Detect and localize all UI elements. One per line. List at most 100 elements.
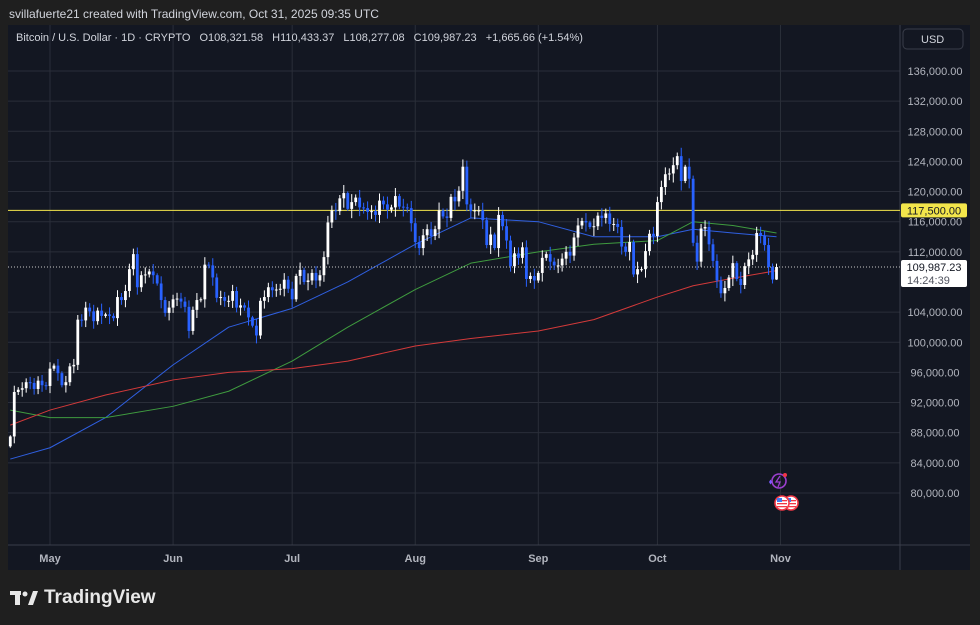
candle-body [163,300,167,313]
candle-body [723,288,727,294]
candle [469,198,473,218]
candle [386,196,389,219]
lightning-event-icon[interactable] [769,473,787,489]
candle [667,168,671,181]
candle [64,375,68,393]
candle-body [286,279,290,289]
candle-body [429,229,433,237]
candle-body [433,229,437,237]
candle-body [564,251,568,259]
candle-body [501,214,504,227]
candle [100,303,104,324]
candle-body [195,300,199,310]
candle-body [652,233,655,237]
candle [231,284,235,308]
y-tick-label: 136,000.00 [907,66,962,78]
candle-body [620,226,624,247]
candle-body [112,315,115,319]
candle [513,247,516,274]
candle [548,246,552,271]
candle-body [517,253,520,258]
y-tick-label: 88,000.00 [911,428,960,440]
candle-body [330,210,334,223]
candle-body [124,291,127,301]
candle-body [405,207,409,209]
last-price-label [901,260,967,288]
candle [441,208,445,219]
candle-body [608,213,612,224]
candle [433,225,437,241]
candle-body [88,307,92,312]
candle [461,159,465,200]
candle-body [568,251,572,256]
ohlc-close: C109,987.23 [413,32,477,44]
candle [652,226,655,245]
candle-body [449,196,453,218]
candle [179,292,183,309]
candle [493,232,497,251]
candle-body [20,388,24,390]
candle-body [219,297,223,299]
candle [763,231,766,251]
candle-body [441,210,445,217]
candle-body [596,215,600,227]
candle [175,292,179,307]
candle [648,229,651,256]
candle [56,359,60,381]
candle [671,157,675,183]
x-tick-label: Jun [163,553,183,565]
candle [382,196,385,210]
us-flag-event-icon[interactable] [774,495,790,511]
candle-body [592,226,596,228]
candle [703,220,707,237]
candle [143,267,147,284]
candle [247,300,250,326]
candle [262,290,266,309]
symbol-legend: Bitcoin / U.S. Dollar · 1D · CRYPTO O108… [16,32,589,44]
y-tick-label: 92,000.00 [911,398,960,410]
candle-body [56,365,60,374]
candle [457,186,461,207]
candle [215,273,219,303]
candle [477,205,481,216]
candle-body [473,210,477,212]
candle-body [636,269,639,275]
candle-body [155,275,159,284]
candle-body [628,242,632,252]
candle [354,194,358,206]
candle-body [191,309,195,331]
candle-body [262,297,266,301]
candle-body [36,380,40,389]
candle-body [278,288,282,290]
candle [465,160,469,212]
candle-body [40,380,44,386]
candle [572,233,576,261]
candle-body [675,156,679,166]
candle-body [560,258,564,266]
candle-body [68,366,72,383]
candle [155,273,159,286]
candle-body [437,210,441,230]
candle-body [282,279,286,289]
candle-body [294,275,298,300]
candle [679,147,683,191]
candle-body [374,211,377,215]
candle-body [108,314,111,316]
candle [326,215,330,265]
candle-body [656,202,659,237]
candle [36,376,40,395]
currency-button[interactable] [902,28,964,50]
candle-body [167,307,171,313]
candle [342,185,346,208]
grid [8,25,900,545]
candle [116,290,119,326]
candle [374,205,377,222]
level-price-label [901,203,967,218]
candle-body [326,222,330,258]
candle [255,318,258,344]
candle-body [179,298,183,302]
candle [151,264,155,284]
candle-body [28,382,32,384]
candle [528,272,532,284]
